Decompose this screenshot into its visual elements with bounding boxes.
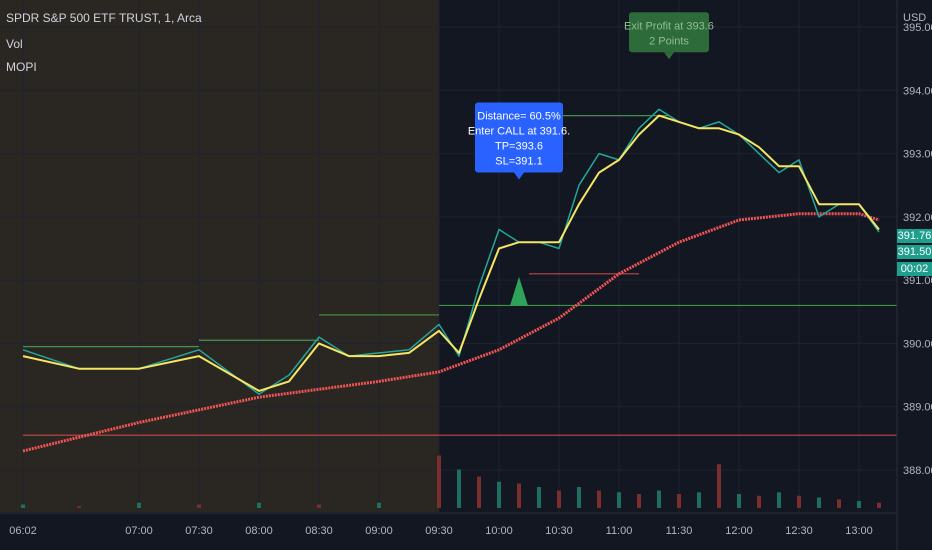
y-tick-label: 394.00 xyxy=(903,85,932,97)
volume-bar xyxy=(697,492,701,508)
mopi-legend[interactable]: MOPI xyxy=(6,60,37,74)
exit-annotation-box xyxy=(629,12,709,53)
x-tick-label: 08:30 xyxy=(305,525,333,537)
buy-signal-triangle xyxy=(510,276,528,306)
volume-bar xyxy=(477,476,481,508)
exit-annotation-text-line: 2 Points xyxy=(649,35,689,47)
volume-bar xyxy=(877,502,881,508)
x-tick-label: 09:30 xyxy=(425,525,453,537)
x-tick-label: 10:30 xyxy=(545,525,573,537)
volume-bar xyxy=(677,494,681,508)
x-tick-label: 06:02 xyxy=(9,525,37,537)
volume-bar xyxy=(637,494,641,508)
volume-bar xyxy=(257,502,261,508)
y-tick-label: 392.00 xyxy=(903,212,932,224)
x-tick-label: 13:00 xyxy=(845,525,873,537)
y-tick-label: 395.00 xyxy=(903,22,932,34)
x-tick-label: 12:00 xyxy=(725,525,753,537)
volume-bar xyxy=(717,464,721,508)
entry-annotation-text-line: SL=391.1 xyxy=(495,156,542,168)
y-tick-label: 388.00 xyxy=(903,465,932,477)
volume-bar xyxy=(317,504,321,508)
countdown-box: 00:02 xyxy=(897,262,932,276)
volume-bar xyxy=(797,495,801,508)
last-price-box: 391.76 xyxy=(897,229,932,243)
x-tick-label: 12:30 xyxy=(785,525,813,537)
volume-bar xyxy=(517,483,521,508)
premarket-session-background xyxy=(0,0,439,512)
x-tick-label: 08:00 xyxy=(245,525,273,537)
volume-bar xyxy=(817,497,821,508)
y-tick-label: 393.00 xyxy=(903,149,932,161)
entry-annotation-text-line: Enter CALL at 391.6. xyxy=(468,126,570,138)
volume-bar xyxy=(597,490,601,508)
x-tick-label: 11:00 xyxy=(606,525,633,537)
entry-annotation-text-line: TP=393.6 xyxy=(495,141,543,153)
volume-bar xyxy=(737,494,741,508)
y-tick-label: 390.00 xyxy=(903,338,932,350)
currency-label: USD xyxy=(903,12,926,24)
volume-bar xyxy=(21,504,25,508)
price-line xyxy=(22,108,880,395)
x-tick-label: 11:30 xyxy=(666,525,693,537)
volume-bar xyxy=(837,499,841,508)
volume-bar xyxy=(657,490,661,508)
price-label-box: 391.50 xyxy=(897,245,932,259)
fast-moving-average-line xyxy=(22,114,880,392)
volume-bar xyxy=(437,455,441,508)
volume-bar xyxy=(537,487,541,508)
x-tick-label: 07:30 xyxy=(185,525,213,537)
entry-annotation-box xyxy=(475,102,563,173)
volume-bar xyxy=(137,502,141,508)
x-tick-label: 10:00 xyxy=(485,525,513,537)
exit-annotation-text-line: Exit Profit at 393.6 xyxy=(624,20,714,32)
volume-bar xyxy=(197,504,201,508)
volume-bar xyxy=(457,469,461,508)
volume-bar xyxy=(557,490,561,508)
x-tick-label: 09:00 xyxy=(365,525,393,537)
entry-annotation-pointer xyxy=(514,172,524,180)
y-tick-label: 389.00 xyxy=(903,402,932,414)
slow-moving-average-line xyxy=(22,212,880,453)
x-tick-label: 07:00 xyxy=(125,525,153,537)
volume-bar xyxy=(377,502,381,508)
exit-annotation-pointer xyxy=(664,52,674,60)
volume-bar xyxy=(577,487,581,508)
entry-annotation-text-line: Distance= 60.5% xyxy=(477,111,561,123)
volume-bar xyxy=(77,506,81,508)
y-tick-label: 391.00 xyxy=(903,275,932,287)
symbol-legend[interactable]: SPDR S&P 500 ETF TRUST, 1, Arca xyxy=(6,11,202,25)
volume-bar xyxy=(497,481,501,508)
volume-legend[interactable]: Vol xyxy=(6,37,23,51)
volume-bar xyxy=(857,501,861,508)
volume-bar xyxy=(757,495,761,508)
volume-bar xyxy=(617,492,621,508)
volume-bar xyxy=(777,492,781,508)
